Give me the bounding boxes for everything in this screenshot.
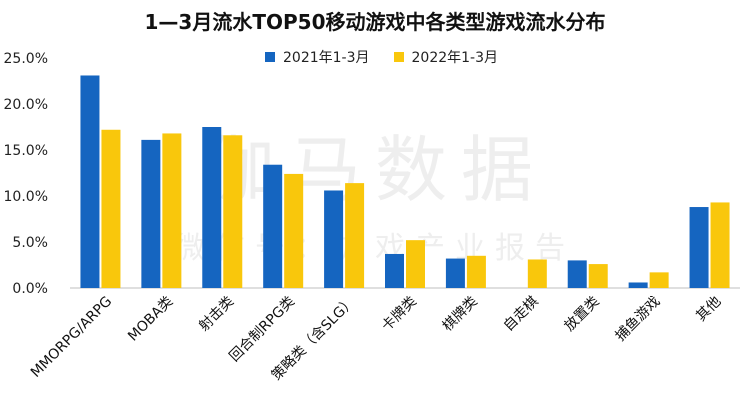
bar-2022 bbox=[710, 202, 730, 288]
bar-2022 bbox=[588, 264, 608, 288]
x-tick-label: 其他 bbox=[693, 294, 724, 325]
legend: 2021年1-3月 2022年1-3月 bbox=[265, 48, 522, 66]
legend-swatch-2022 bbox=[393, 52, 404, 62]
chart-title: 1—3月流水TOP50移动游戏中各类型游戏流水分布 bbox=[144, 10, 606, 34]
legend-item-2022: 2022年1-3月 bbox=[393, 47, 499, 67]
y-tick-label: 15.0% bbox=[4, 143, 48, 159]
x-tick-label: 自走棋 bbox=[501, 294, 542, 335]
legend-item-2021: 2021年1-3月 bbox=[265, 47, 370, 67]
bar-2022 bbox=[162, 133, 182, 288]
bar-2022 bbox=[345, 183, 365, 288]
x-tick-label: 棋牌类 bbox=[439, 293, 481, 335]
bar-2022 bbox=[101, 129, 121, 288]
bar-2021 bbox=[628, 282, 648, 288]
y-tick-label: 25.0% bbox=[4, 51, 48, 67]
bar-2021 bbox=[567, 260, 587, 288]
x-tick-label: 放置类 bbox=[562, 294, 603, 335]
x-tick-label: 卡牌类 bbox=[378, 293, 420, 335]
legend-swatch-2021 bbox=[265, 52, 275, 62]
y-tick-label: 20.0% bbox=[4, 97, 48, 113]
y-tick-label: 5.0% bbox=[12, 235, 48, 251]
bar-2022 bbox=[649, 272, 669, 288]
bar-2021 bbox=[202, 127, 222, 288]
y-tick-label: 10.0% bbox=[4, 189, 48, 205]
bar-2021 bbox=[263, 164, 283, 288]
y-tick-label: 0.0% bbox=[12, 281, 48, 297]
bar-2022 bbox=[527, 259, 547, 288]
bar-2022 bbox=[406, 240, 425, 288]
x-tick-label: MOBA类 bbox=[125, 294, 176, 345]
x-tick-label: MMORPG/ARPG bbox=[28, 294, 115, 381]
bar-2022 bbox=[284, 173, 304, 288]
legend-label-2022: 2022年1-3月 bbox=[411, 50, 499, 66]
watermark-logo: 伽马数据 bbox=[203, 128, 547, 212]
bar-2021 bbox=[689, 207, 709, 288]
bar-2022 bbox=[466, 255, 486, 288]
bar-2021 bbox=[141, 139, 161, 288]
x-tick-label: 射击类 bbox=[196, 294, 237, 335]
x-tick-label: 捕鱼游戏 bbox=[612, 293, 664, 345]
bar-2021 bbox=[80, 75, 100, 288]
bar-2021 bbox=[324, 190, 344, 288]
bar-2022 bbox=[223, 135, 243, 288]
legend-label-2021: 2021年1-3月 bbox=[283, 50, 370, 66]
bar-2021 bbox=[445, 258, 465, 288]
bar-2021 bbox=[385, 253, 404, 288]
